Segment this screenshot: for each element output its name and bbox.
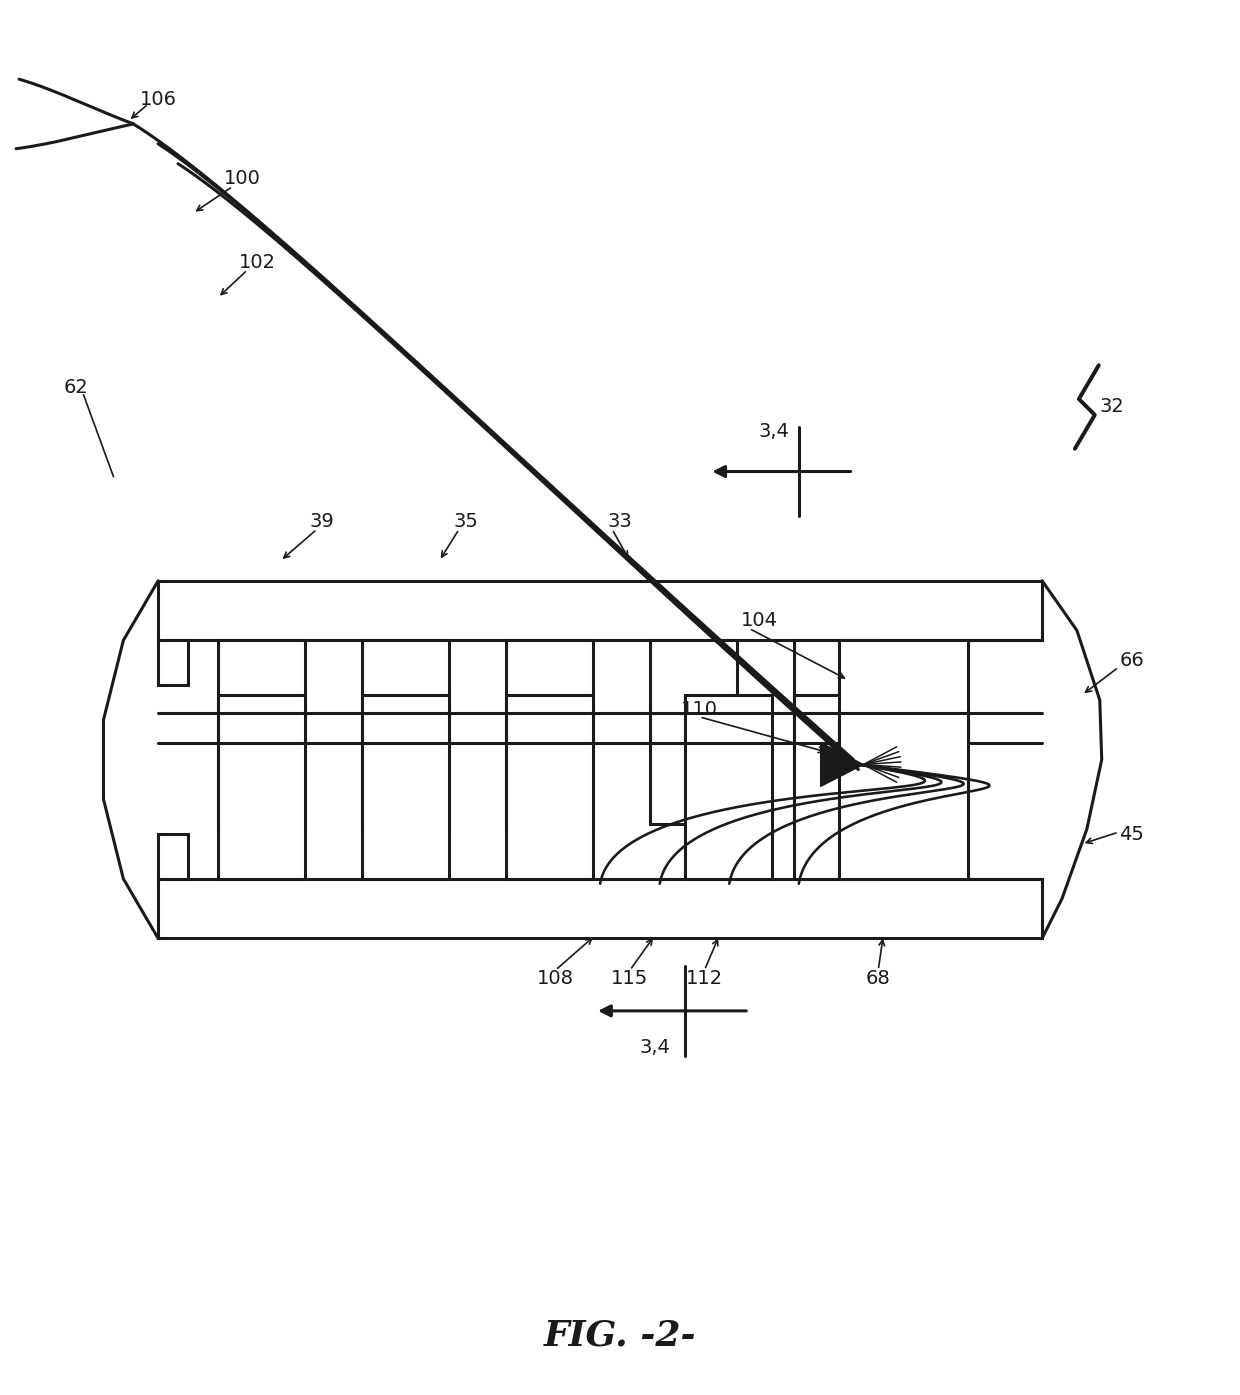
Text: 110: 110: [681, 700, 718, 720]
Bar: [838, 713, 967, 879]
Text: 39: 39: [310, 512, 335, 530]
Text: 104: 104: [740, 611, 777, 631]
Bar: [218, 640, 305, 824]
Bar: [159, 879, 1042, 939]
Bar: [684, 695, 773, 879]
Bar: [159, 834, 188, 879]
Text: 45: 45: [1120, 824, 1145, 844]
Bar: [794, 695, 882, 879]
Bar: [218, 695, 305, 879]
Bar: [159, 580, 1042, 640]
Text: 112: 112: [686, 968, 723, 988]
Text: 62: 62: [63, 378, 88, 396]
Text: 115: 115: [611, 968, 649, 988]
Bar: [506, 640, 593, 824]
Bar: [506, 695, 593, 879]
Text: FIG. -2-: FIG. -2-: [544, 1318, 696, 1353]
Text: 3,4: 3,4: [759, 423, 790, 441]
Bar: [159, 640, 188, 685]
Text: 100: 100: [224, 169, 260, 188]
Bar: [362, 695, 449, 879]
Text: 3,4: 3,4: [640, 1038, 670, 1057]
Text: 35: 35: [454, 512, 479, 530]
Polygon shape: [821, 742, 863, 787]
Text: 33: 33: [608, 512, 632, 530]
Bar: [838, 640, 967, 742]
Text: 106: 106: [140, 89, 176, 109]
Bar: [362, 640, 449, 824]
Text: 32: 32: [1100, 398, 1123, 417]
Text: 66: 66: [1120, 650, 1145, 670]
Text: 102: 102: [239, 254, 277, 272]
Bar: [650, 640, 738, 824]
Text: 108: 108: [537, 968, 574, 988]
Bar: [794, 640, 882, 824]
Text: 68: 68: [866, 968, 890, 988]
